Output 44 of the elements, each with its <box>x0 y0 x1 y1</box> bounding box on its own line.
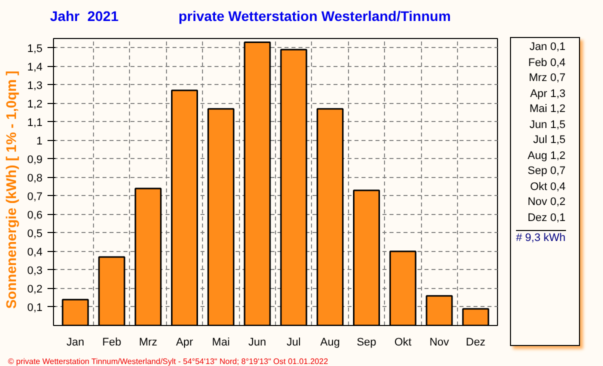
text: Okt 0,4 <box>529 180 566 194</box>
text: © private Wetterstation Tinnum/Westerland/Sylt - 54°54'13" Nord; 8°19'13" Ost 01.01.2022 <box>8 356 328 366</box>
text: Apr 1,3 <box>529 86 566 102</box>
x-tick-label: Jan <box>66 336 84 348</box>
y-tick-label: 1,2 <box>27 98 43 110</box>
y-tick-label: 1 <box>36 135 43 148</box>
text: Nov 0,2 <box>526 195 566 210</box>
text: Mai 1,2 <box>528 102 566 117</box>
y-axis-title: Sonnenenergie (kWh) [ 1% - 1,0qm ] <box>3 70 20 309</box>
x-tick-label: Dez <box>466 336 486 348</box>
text: Sep 0,7 <box>526 164 566 179</box>
x-tick-label: Mai <box>212 336 230 348</box>
chart-title: Jahr 2021 <box>50 8 118 24</box>
y-tick-label: 1,3 <box>27 80 43 92</box>
y-tick-label: 0,2 <box>27 283 43 296</box>
y-tick-label: 1,4 <box>27 61 43 74</box>
y-tick-label: 1,5 <box>27 42 43 55</box>
x-tick-label: Mrz <box>138 336 158 348</box>
y-tick-label: 0,4 <box>27 246 43 258</box>
y-tick-label: 1,1 <box>27 116 43 129</box>
y-tick-label: 0,5 <box>27 228 43 240</box>
y-tick-label: 0,9 <box>27 154 43 166</box>
text: Jul 1,5 <box>532 133 566 148</box>
x-tick-label: Okt <box>394 336 412 348</box>
y-tick-label: 0,3 <box>27 264 43 277</box>
text: Jan 0,1 <box>528 40 566 55</box>
x-tick-label: Jun <box>248 336 266 348</box>
text: Dez 0,1 <box>526 210 566 226</box>
x-tick-label: Nov <box>429 336 450 348</box>
x-tick-label: Sep <box>356 336 376 348</box>
y-tick-label: 0,1 <box>27 302 43 314</box>
y-tick-label: 0,6 <box>27 209 43 222</box>
y-tick-label: 0,8 <box>27 172 43 184</box>
text: Mrz 0,7 <box>528 71 566 86</box>
chart-subtitle: private Wetterstation Westerland/Tinnum <box>178 8 451 24</box>
x-tick-label: Apr <box>176 336 194 348</box>
text: Feb 0,4 <box>527 56 566 70</box>
text: # 9,3 kWh <box>516 230 566 246</box>
x-tick-label: Aug <box>320 336 340 348</box>
x-tick-label: Jul <box>286 336 301 348</box>
text: Aug 1,2 <box>526 148 566 164</box>
x-tick-label: Feb <box>102 336 122 348</box>
text: Jun 1,5 <box>528 118 566 132</box>
y-tick-label: 0,7 <box>27 190 43 203</box>
